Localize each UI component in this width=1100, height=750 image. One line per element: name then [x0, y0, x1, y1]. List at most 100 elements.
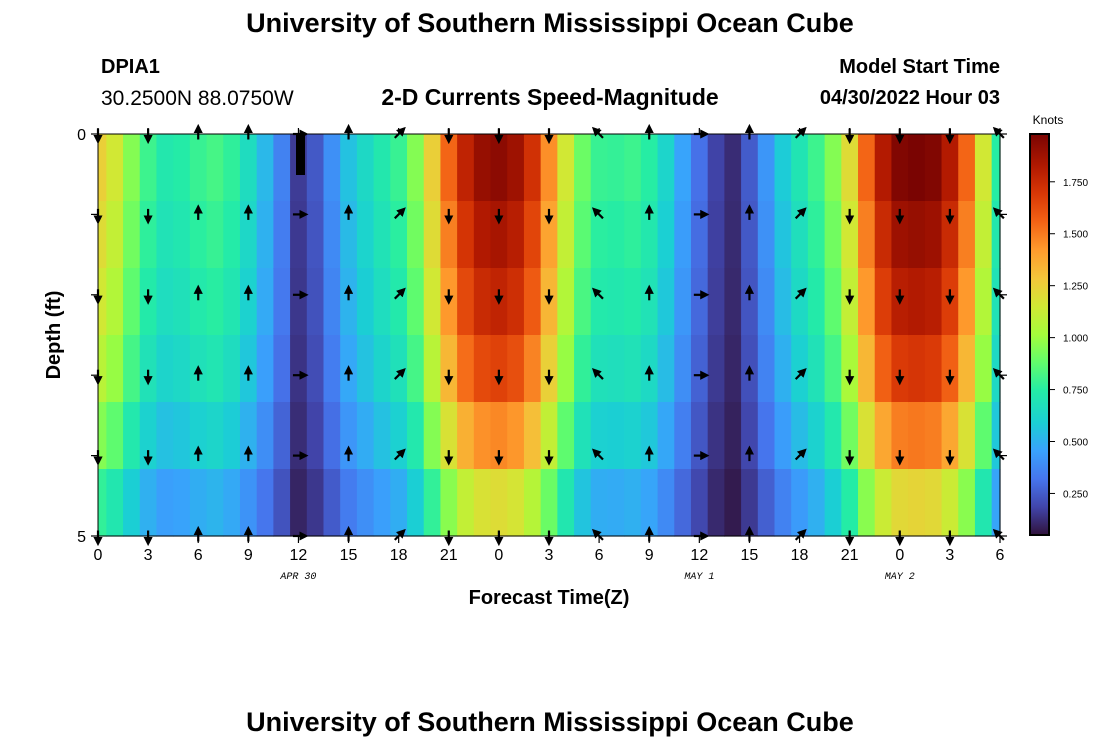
heatmap-cell: [139, 268, 158, 336]
heatmap-cell: [223, 201, 241, 269]
colorbar-ticks: 0.250 0.500 0.750 1.000 1.250 1.500 1.750: [1049, 178, 1088, 500]
heatmap-cell: [841, 469, 859, 537]
heatmap-cell: [690, 134, 709, 202]
heatmap-cell: [974, 335, 993, 403]
dark-artifact-cell: [296, 135, 305, 175]
heatmap-cell: [156, 402, 174, 470]
heatmap-cell: [958, 335, 976, 403]
heatmap-cell: [423, 402, 442, 470]
heatmap-cell: [874, 268, 893, 336]
heatmap-cell: [941, 134, 959, 202]
heatmap-cell: [239, 201, 258, 269]
heatmap-cell: [440, 469, 458, 537]
heatmap-cell: [991, 268, 1001, 336]
heatmap-cell: [206, 268, 224, 336]
heatmap-cell: [874, 134, 893, 202]
heatmap-cell: [824, 335, 842, 403]
heatmap-cell: [908, 268, 926, 336]
heatmap-cell: [356, 134, 375, 202]
heatmap-cell: [557, 201, 575, 269]
heatmap-cell: [624, 335, 642, 403]
heatmap-cell: [841, 134, 859, 202]
heatmap-cell: [874, 469, 893, 537]
current-arrow: [394, 368, 406, 380]
heatmap-cell: [173, 134, 191, 202]
station-id: DPIA1: [101, 56, 160, 78]
heatmap-cell: [824, 469, 842, 537]
heatmap-cell: [457, 402, 475, 470]
heatmap-cell: [958, 469, 976, 537]
heatmap-cell: [256, 268, 274, 336]
heatmap-cell: [306, 335, 325, 403]
heatmap-cell: [908, 469, 926, 537]
heatmap-cell: [473, 402, 492, 470]
heatmap-cell: [774, 469, 792, 537]
heatmap-cell: [390, 134, 408, 202]
x-tick-label: 12: [690, 547, 708, 564]
heatmap-cell: [373, 268, 391, 336]
heatmap-cell: [791, 134, 809, 202]
heatmap-cell: [724, 402, 742, 470]
heatmap-cell: [624, 469, 642, 537]
colorbar-tick-label: 0.250: [1063, 489, 1088, 500]
heatmap-cell: [507, 335, 525, 403]
date-label: APR 30: [279, 572, 316, 583]
heatmap-cell: [340, 268, 358, 336]
heatmap-cell: [540, 335, 558, 403]
heatmap-cell: [98, 268, 107, 336]
heatmap-cell: [473, 134, 492, 202]
heatmap-cell: [423, 268, 442, 336]
heatmap-cell: [173, 335, 191, 403]
heatmap-cell: [523, 268, 542, 336]
current-arrow: [394, 287, 406, 300]
heatmap-cell: [924, 335, 943, 403]
heatmap-cell: [958, 268, 976, 336]
heatmap-cell: [974, 134, 993, 202]
current-arrow: [591, 448, 604, 461]
heatmap-cell: [974, 201, 993, 269]
x-tick-label: 18: [390, 547, 408, 564]
heatmap-cell: [206, 201, 224, 269]
heatmap-cell: [891, 134, 909, 202]
heatmap-cell: [340, 335, 358, 403]
heatmap-cell: [173, 402, 191, 470]
x-axis: 0 3 6 9 12 15 18 21 0 3 6 9 12 15 18 21 0 3 6: [94, 128, 1005, 564]
heatmap-cell: [290, 201, 308, 269]
heatmap-cell: [390, 268, 408, 336]
heatmap-cell: [306, 268, 325, 336]
heatmap-cell: [607, 268, 625, 336]
heatmap-cell: [507, 268, 525, 336]
heatmap-cell: [173, 201, 191, 269]
heatmap-cell: [791, 201, 809, 269]
heatmap-cell: [574, 402, 592, 470]
heatmap-cell: [540, 402, 558, 470]
heatmap-cell: [106, 268, 124, 336]
heatmap-cell: [674, 268, 692, 336]
x-tick-label: 0: [94, 547, 103, 564]
heatmap-cell: [423, 469, 442, 537]
current-arrow: [794, 287, 807, 300]
heatmap-cell: [123, 335, 141, 403]
x-tick-label: 6: [595, 547, 604, 564]
heatmap-cell: [574, 469, 592, 537]
heatmap-cell: [139, 469, 158, 537]
heatmap-cell: [189, 268, 208, 336]
heatmap-cell: [507, 402, 525, 470]
heatmap-cell: [624, 268, 642, 336]
heatmap-cell: [390, 335, 408, 403]
heatmap-cell: [356, 335, 375, 403]
heatmap-cell: [941, 268, 959, 336]
heatmap-cell: [924, 201, 943, 269]
heatmap-cell: [290, 402, 308, 470]
heatmap-cell: [690, 335, 709, 403]
heatmap-cell: [624, 201, 642, 269]
heatmap-cell: [173, 469, 191, 537]
heatmap-cell: [791, 469, 809, 537]
heatmap-cell: [340, 201, 358, 269]
heatmap-cell: [223, 469, 241, 537]
x-tick-label: 6: [996, 547, 1005, 564]
heatmap-cell: [690, 201, 709, 269]
heatmap-cell: [123, 268, 141, 336]
heatmap-cell: [941, 402, 959, 470]
heatmap-cell: [273, 402, 291, 470]
